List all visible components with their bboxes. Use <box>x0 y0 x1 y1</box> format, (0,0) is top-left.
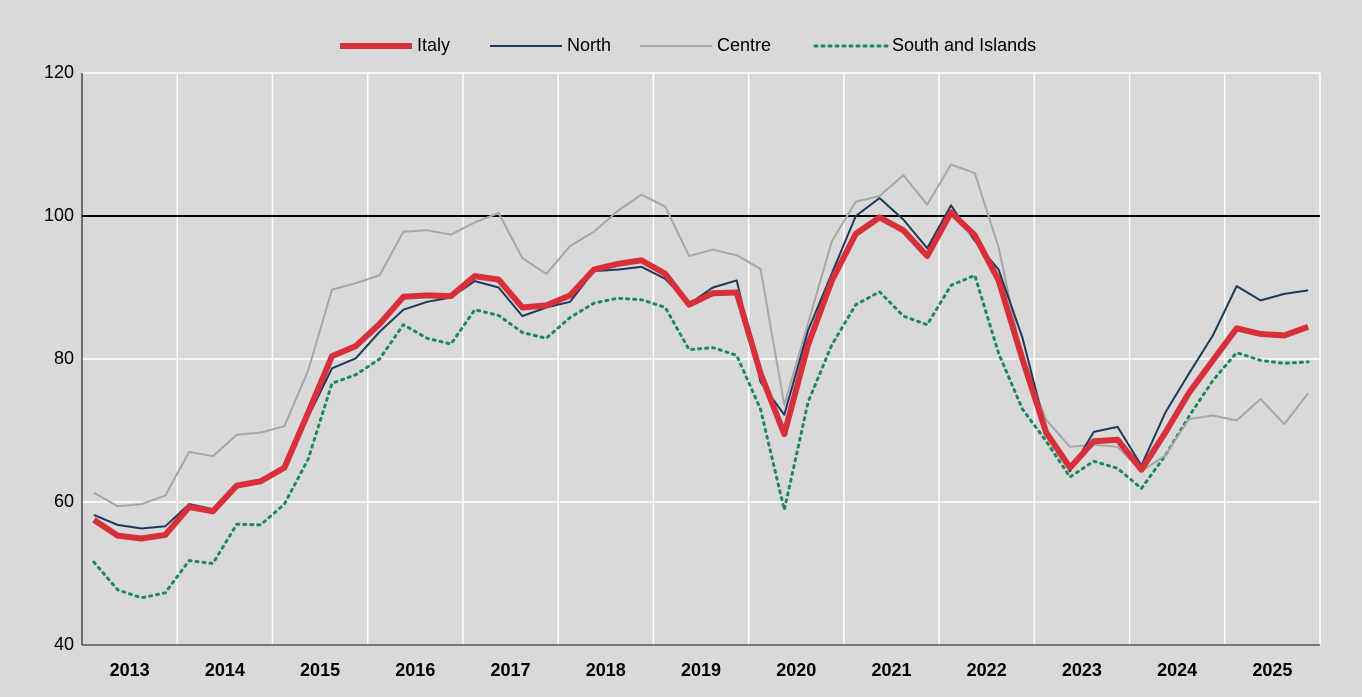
legend-label: Centre <box>717 35 771 55</box>
legend-label: North <box>567 35 611 55</box>
y-tick-label: 40 <box>54 634 74 654</box>
x-tick-label: 2024 <box>1157 660 1197 680</box>
x-tick-label: 2018 <box>586 660 626 680</box>
x-tick-label: 2017 <box>491 660 531 680</box>
x-tick-label: 2021 <box>871 660 911 680</box>
y-tick-label: 120 <box>44 62 74 82</box>
x-tick-label: 2020 <box>776 660 816 680</box>
x-tick-label: 2015 <box>300 660 340 680</box>
legend-label: South and Islands <box>892 35 1036 55</box>
series-line <box>92 209 1310 542</box>
legend-label: Italy <box>417 35 450 55</box>
x-tick-label: 2014 <box>205 660 245 680</box>
series-line <box>92 273 1310 600</box>
x-tick-label: 2013 <box>110 660 150 680</box>
x-tick-label: 2019 <box>681 660 721 680</box>
x-tick-label: 2023 <box>1062 660 1102 680</box>
x-tick-label: 2025 <box>1252 660 1292 680</box>
x-tick-label: 2022 <box>967 660 1007 680</box>
x-tick-label: 2016 <box>395 660 435 680</box>
series-line <box>93 163 1309 508</box>
y-tick-label: 60 <box>54 491 74 511</box>
y-tick-label: 100 <box>44 205 74 225</box>
y-tick-label: 80 <box>54 348 74 368</box>
